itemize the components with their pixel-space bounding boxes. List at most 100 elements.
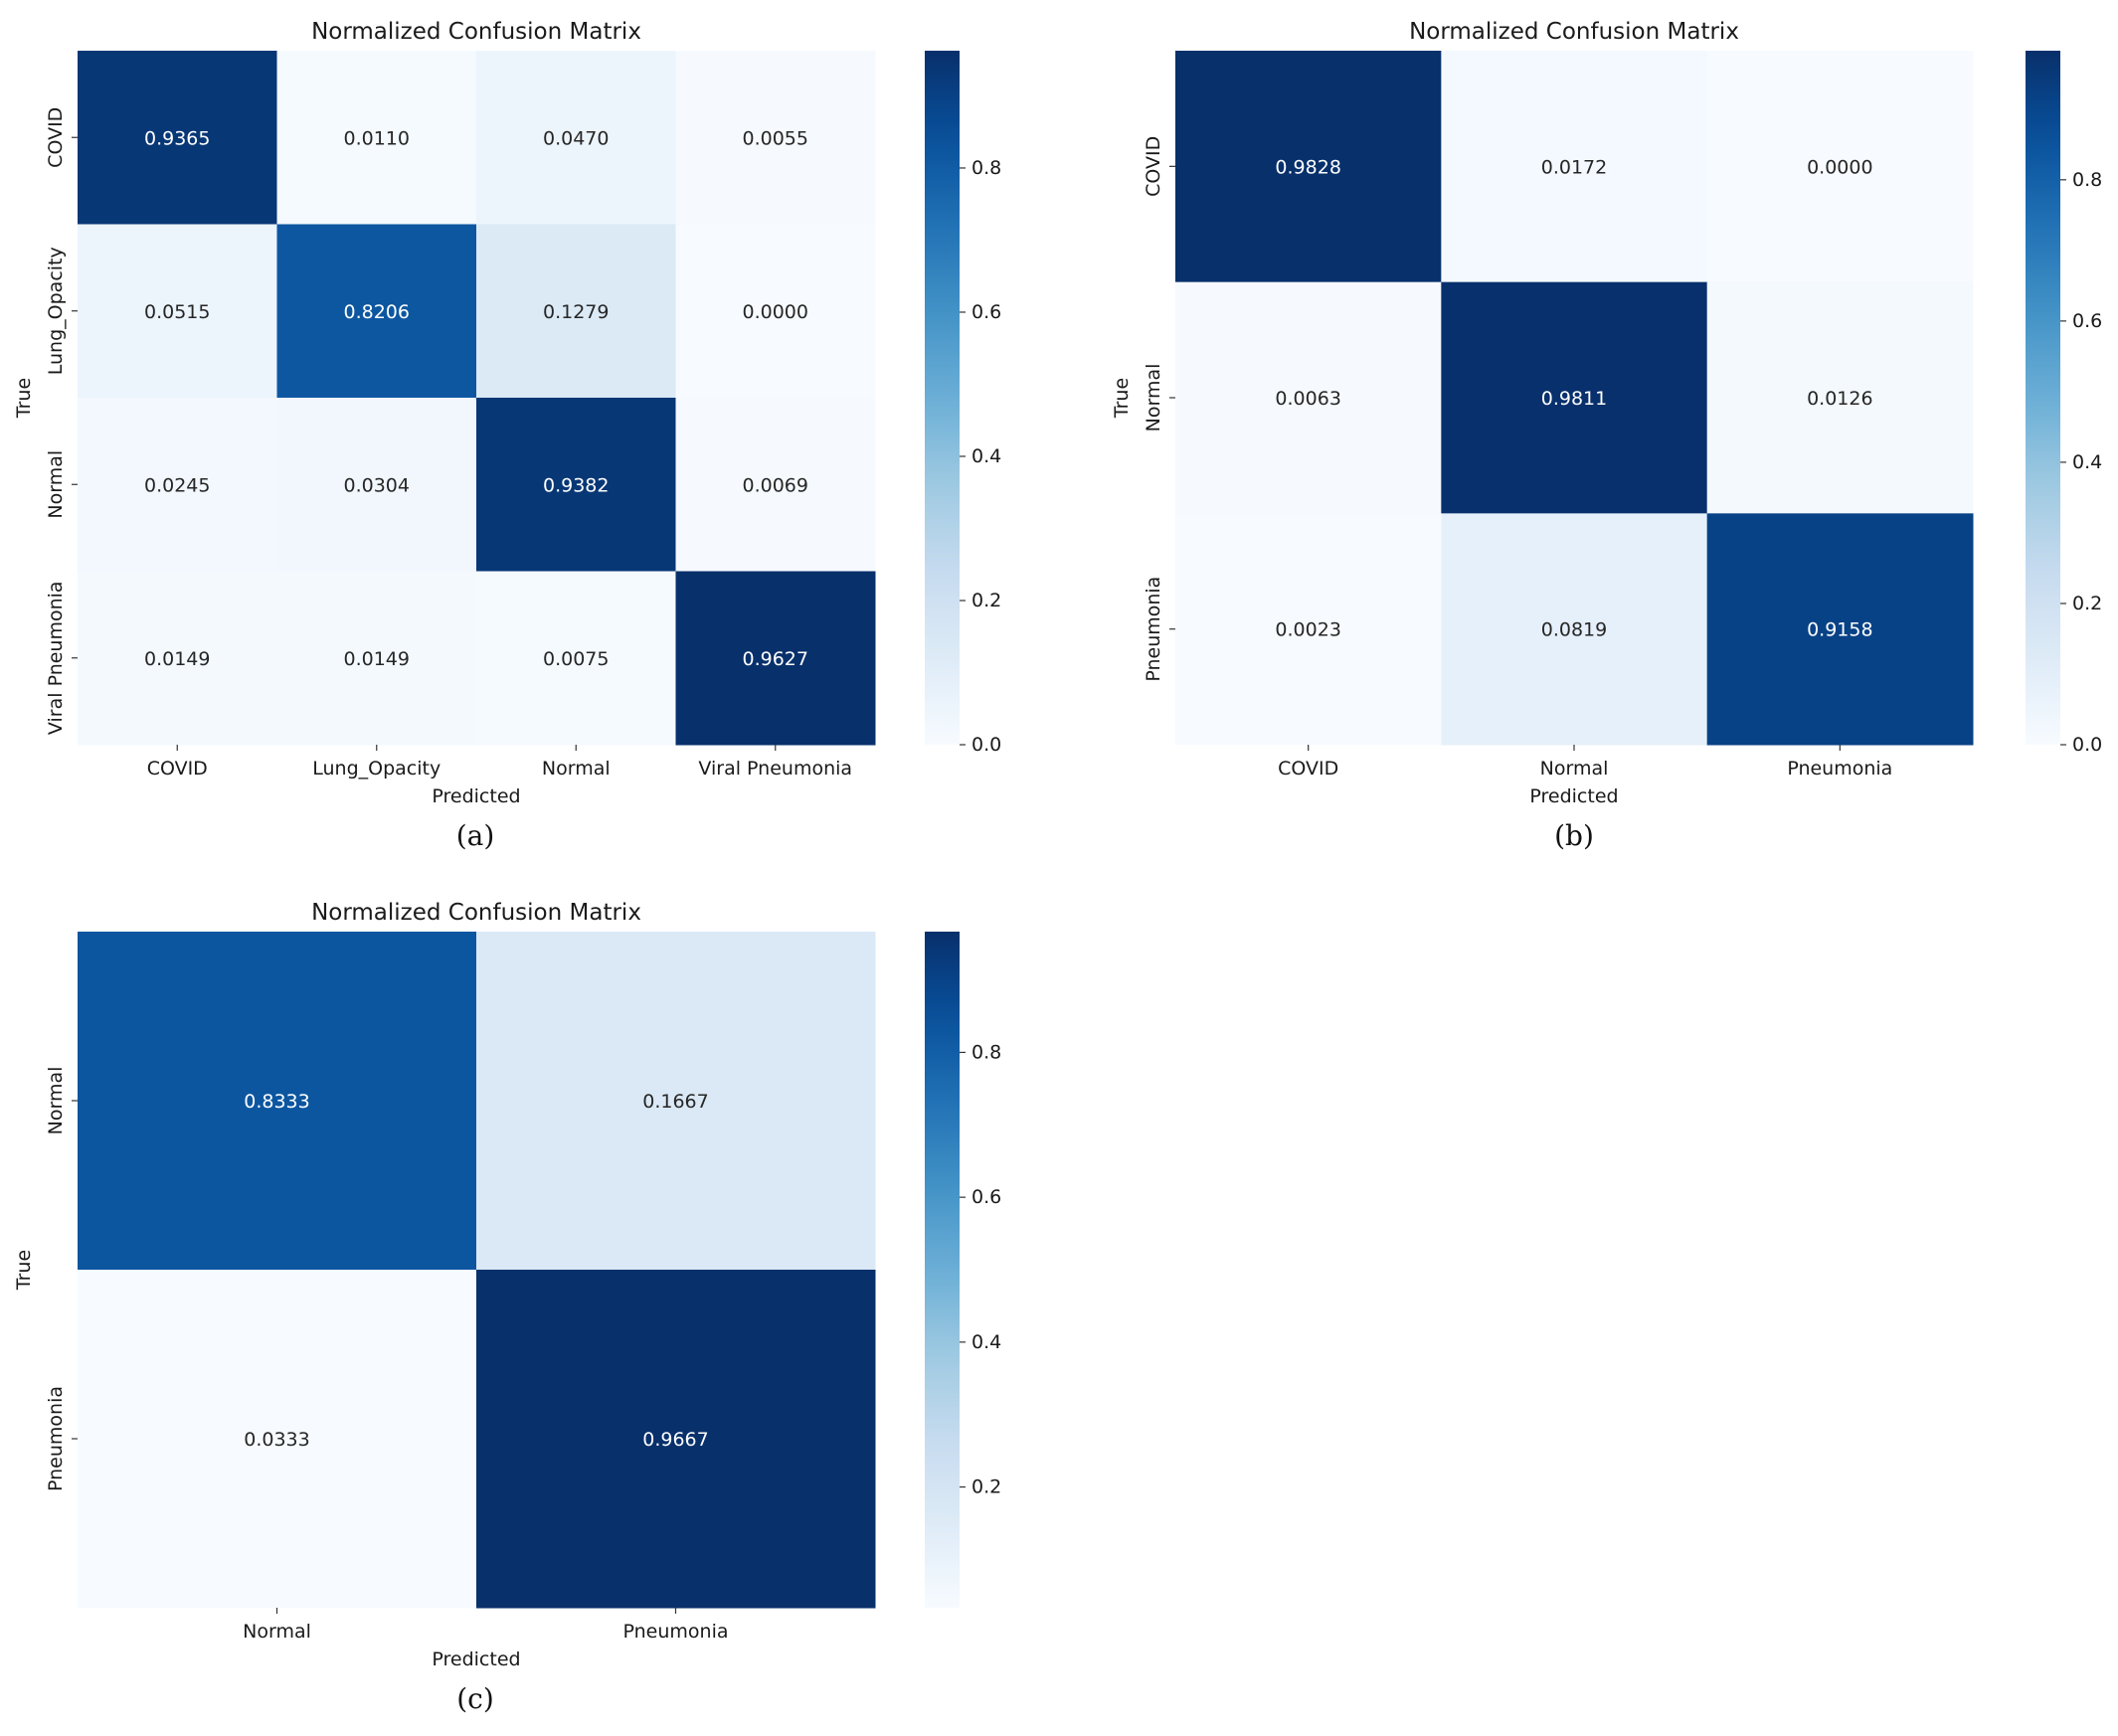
x-tick-label: Normal [1540, 758, 1609, 780]
heatmap-cell [1441, 51, 1708, 283]
heatmap-cell [78, 398, 277, 572]
heatmap-cell [276, 224, 477, 399]
colorbar-tick-label: 0.4 [971, 1331, 1001, 1353]
y-tick-label: Pneumonia [1143, 577, 1164, 682]
heatmap-cell [276, 571, 477, 746]
cell-value-label: 0.0515 [144, 301, 210, 323]
cell-value-label: 0.0149 [344, 648, 410, 670]
y-tick-label: Normal [45, 1067, 67, 1135]
cell-value-label: 0.0149 [144, 648, 210, 670]
chart-title: Normalized Confusion Matrix [311, 900, 641, 926]
x-tick-label: COVID [147, 758, 208, 780]
heatmap-cell [476, 51, 676, 225]
cell-value-label: 0.9627 [743, 648, 808, 670]
heatmap-cell [675, 224, 876, 399]
y-tick-label: Viral Pneumonia [45, 581, 67, 735]
heatmap-cell [1175, 513, 1442, 746]
cell-value-label: 0.0000 [1807, 156, 1872, 178]
panel-caption: (c) [456, 1682, 494, 1715]
panel-caption: (b) [1554, 819, 1594, 852]
colorbar-tick-label: 0.2 [971, 1476, 1001, 1498]
cell-value-label: 0.0333 [244, 1429, 309, 1451]
y-tick-label: Lung_Opacity [45, 247, 67, 375]
heatmap-cell [675, 571, 876, 746]
x-tick-label: Pneumonia [623, 1621, 729, 1643]
colorbar-tick-label: 0.6 [971, 301, 1001, 323]
x-tick-label: Normal [542, 758, 611, 780]
confusion-matrix-a: Normalized Confusion Matrix 0.9365 0.0110 0… [13, 19, 1001, 852]
heatmap-cell [78, 571, 277, 746]
heatmap-cell [78, 224, 277, 399]
heatmap-cell [1706, 51, 1974, 283]
confusion-matrix-b: Normalized Confusion Matrix 0.9828 0.0172 0… [1111, 19, 2102, 852]
colorbar-tick-label: 0.0 [2072, 734, 2102, 756]
cell-value-label: 0.0063 [1275, 388, 1340, 410]
heatmap-cell [276, 51, 477, 225]
heatmap-cell [276, 398, 477, 572]
cell-value-label: 0.9667 [642, 1429, 708, 1451]
y-tick-label: Normal [1143, 364, 1164, 433]
panel-caption: (a) [456, 819, 495, 852]
cell-value-label: 0.8333 [244, 1091, 309, 1113]
colorbar-tick-label: 0.8 [971, 1041, 1001, 1063]
heatmap-cell [1706, 281, 1974, 514]
x-tick-label: COVID [1278, 758, 1338, 780]
heatmap-cell [1441, 513, 1708, 746]
colorbar [925, 51, 960, 745]
heatmap-cell [476, 932, 876, 1271]
cell-value-label: 0.0126 [1807, 388, 1872, 410]
colorbar-tick-label: 0.6 [971, 1186, 1001, 1208]
cell-value-label: 0.0000 [743, 301, 808, 323]
cell-value-label: 0.0304 [344, 474, 410, 496]
colorbar-tick-label: 0.8 [971, 157, 1001, 179]
chart-title: Normalized Confusion Matrix [311, 19, 641, 45]
y-axis-label: True [13, 378, 35, 419]
heatmap-cell [476, 1270, 876, 1609]
x-tick-label: Normal [243, 1621, 311, 1643]
heatmap-cell [1706, 513, 1974, 746]
cell-value-label: 0.0069 [743, 474, 808, 496]
heatmap-cell [1175, 51, 1442, 283]
cell-value-label: 0.9828 [1275, 156, 1340, 178]
cell-value-label: 0.8206 [344, 301, 410, 323]
x-axis-label: Predicted [1529, 785, 1618, 807]
x-tick-label: Pneumonia [1787, 758, 1892, 780]
colorbar-tick-label: 0.0 [971, 734, 1001, 756]
heatmap-cell [78, 1270, 477, 1609]
cell-value-label: 0.9382 [543, 474, 609, 496]
confusion-matrix-c: Normalized Confusion Matrix 0.8333 0.1667 0… [13, 900, 1001, 1715]
y-tick-label: Normal [45, 450, 67, 519]
colorbar-tick-label: 0.4 [971, 445, 1001, 467]
y-tick-label: Pneumonia [45, 1386, 67, 1491]
colorbar [2026, 51, 2060, 745]
cell-value-label: 0.0075 [543, 648, 609, 670]
heatmap-cell [1441, 281, 1708, 514]
cell-value-label: 0.0819 [1541, 619, 1607, 641]
cell-value-label: 0.0055 [743, 127, 808, 149]
y-tick-label: COVID [1143, 136, 1164, 197]
colorbar-tick-label: 0.2 [2072, 593, 2102, 614]
x-tick-label: Viral Pneumonia [698, 758, 852, 780]
heatmap-cell [476, 398, 676, 572]
cell-value-label: 0.0470 [543, 127, 609, 149]
x-axis-label: Predicted [432, 785, 520, 807]
heatmap-cell [675, 398, 876, 572]
cell-value-label: 0.9811 [1541, 388, 1607, 410]
heatmap-cell [78, 51, 277, 225]
cell-value-label: 0.9365 [144, 127, 210, 149]
heatmap-cell [675, 51, 876, 225]
heatmap-cell [78, 932, 477, 1271]
heatmap-cell [476, 571, 676, 746]
cell-value-label: 0.0172 [1541, 156, 1607, 178]
heatmap-cell [1175, 281, 1442, 514]
colorbar-tick-label: 0.4 [2072, 451, 2102, 473]
cell-value-label: 0.1667 [642, 1091, 708, 1113]
chart-title: Normalized Confusion Matrix [1409, 19, 1739, 45]
cell-value-label: 0.0023 [1275, 619, 1340, 641]
heatmap-cell [476, 224, 676, 399]
cell-value-label: 0.0110 [344, 127, 410, 149]
cell-value-label: 0.9158 [1807, 619, 1872, 641]
colorbar-tick-label: 0.6 [2072, 310, 2102, 332]
colorbar-tick-label: 0.8 [2072, 169, 2102, 191]
